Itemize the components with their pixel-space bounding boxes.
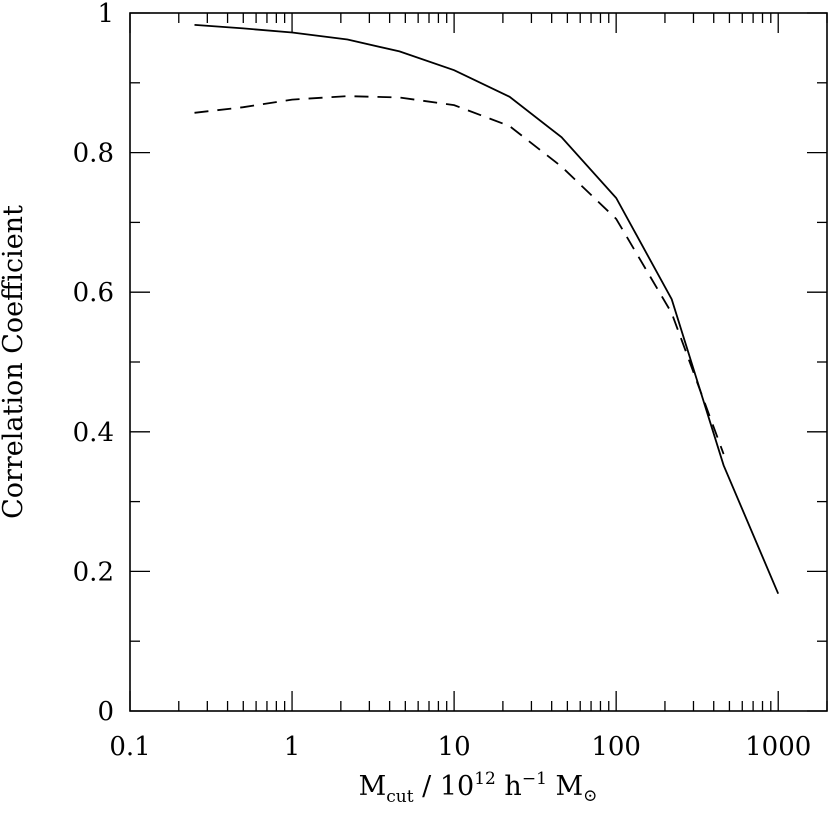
y-axis-title: Correlation Coefficient [0,205,29,519]
series-layer [194,24,780,595]
x-axis-ticks: 0.1 1 10 100 1000 [109,13,828,762]
y-tick-label: 0.8 [73,139,114,169]
x-axis-title-superscript2: −1 [522,769,547,789]
x-tick-label: 10 [438,732,471,762]
x-axis-title-middle: / 10 [414,771,475,802]
x-axis-title-base: M [359,771,387,802]
y-axis-ticks: 0 0.2 0.4 0.6 0.8 1 [73,0,827,727]
x-axis-title-middle2: h [496,771,522,802]
dashed-series-line [194,95,725,455]
x-tick-label: 100 [591,732,641,762]
x-tick-label: 1000 [745,732,811,762]
y-tick-label: 1 [97,0,114,29]
x-axis-title-superscript: 12 [474,769,496,789]
x-tick-label: 1 [284,732,301,762]
y-tick-label: 0.2 [73,557,114,587]
y-tick-label: 0.6 [73,278,114,308]
plot-frame [129,12,828,712]
x-tick-label: 0.1 [109,732,150,762]
x-axis-title-end: M [547,771,583,802]
y-tick-label: 0.4 [73,418,114,448]
x-axis-title-subscript: cut [386,787,413,807]
solid-series-line [194,24,780,595]
x-axis-title-endsymbol: ⊙ [583,786,597,806]
x-axis-title: Mcut / 1012 h−1 M⊙ [359,769,598,807]
y-tick-label: 0 [97,697,114,727]
